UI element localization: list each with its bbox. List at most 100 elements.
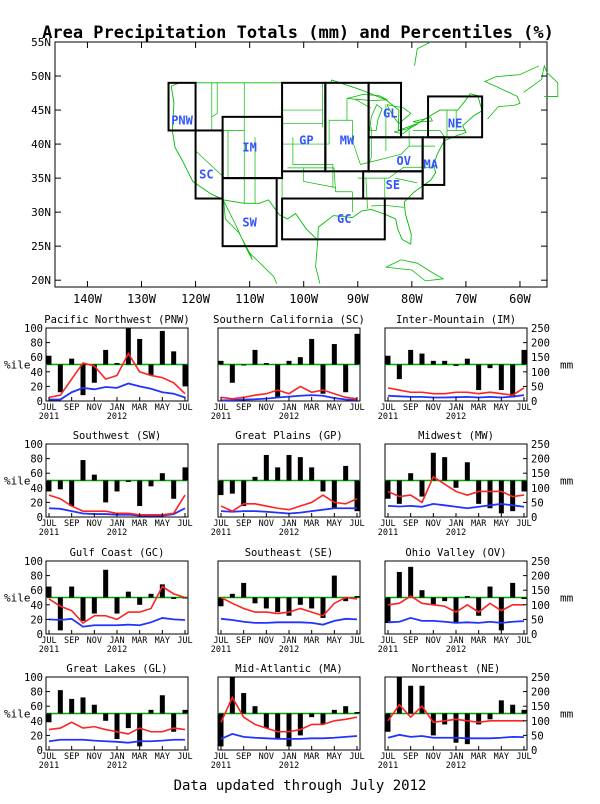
x-year-label: 2011 (211, 528, 231, 538)
x-tick-label: JUL (213, 636, 228, 646)
percentile-bar (148, 593, 154, 598)
y2-tick-label: 50 (531, 497, 544, 509)
hudson-bay-coast (414, 41, 431, 66)
x-year-label: 2011 (211, 412, 231, 422)
x-tick-label: JAN (448, 403, 463, 413)
panel-title: Pacific Northwest (PNW) (44, 314, 189, 326)
percentile-bar (275, 713, 281, 740)
x-tick-label: MAY (327, 519, 342, 529)
x-tick-label: SEP (236, 403, 251, 413)
percentile-bar (297, 357, 303, 365)
x-tick-label: SEP (403, 519, 418, 529)
x-tick-label: JAN (448, 636, 463, 646)
y2-tick-label: 50 (531, 614, 544, 626)
y2-tick-label: 200 (531, 338, 550, 350)
x-tick-label: JUL (349, 519, 364, 529)
lon-tick-label: 60W (509, 292, 531, 306)
y2-tick-label: 100 (531, 716, 550, 728)
state-border (357, 166, 435, 179)
x-tick-label: JUL (41, 519, 56, 529)
percentile-bar (297, 597, 303, 605)
x-year-label: 2012 (446, 645, 466, 655)
lon-tick-label: 90W (347, 292, 369, 306)
state-border (395, 177, 418, 184)
x-tick-label: MAY (155, 519, 170, 529)
x-tick-label: JAN (281, 752, 296, 762)
percentile-bar (46, 586, 52, 598)
percentile-bar (171, 713, 177, 732)
x-tick-label: NOV (426, 403, 441, 413)
percentile-bar (69, 698, 75, 714)
y-tick-label: 0 (37, 629, 43, 641)
x-year-label: 2012 (279, 761, 299, 771)
y-tick-label: 0 (37, 745, 43, 757)
y-tick-label: 80 (30, 454, 43, 466)
y-tick-label: 80 (30, 338, 43, 350)
x-tick-label: NOV (259, 636, 274, 646)
percentile-bar (442, 360, 448, 365)
y-tick-label: 100 (24, 556, 43, 568)
percentile-bar (430, 713, 436, 736)
percentile-bar (182, 709, 188, 714)
x-year-label: 2011 (211, 645, 231, 655)
percentile-bar (252, 349, 258, 365)
percentile-bar (148, 364, 154, 376)
lat-tick-label: 40N (31, 138, 51, 151)
x-tick-label: JUL (177, 752, 192, 762)
percentile-bar (241, 582, 247, 598)
percentile-bar (453, 480, 459, 488)
state-border (412, 130, 446, 138)
panel-title: Southwest (SW) (73, 430, 162, 442)
percentile-bar (182, 597, 188, 599)
percentile-bar (229, 593, 235, 598)
state-border (384, 204, 404, 208)
x-tick-label: JUL (380, 403, 395, 413)
lat-tick-label: 25N (31, 240, 51, 253)
x-tick-label: SEP (236, 752, 251, 762)
percentile-bar (498, 597, 504, 631)
percentile-bar (159, 584, 165, 598)
percentile-bar (396, 364, 402, 380)
x-tick-label: NOV (426, 752, 441, 762)
x-tick-label: MAY (327, 752, 342, 762)
percentile-bar (343, 706, 349, 714)
x-tick-label: JUL (41, 636, 56, 646)
panel-inter-mountain-im: Inter-Mountain (IM) 0 50 100 150 200 250 mm JUL S… (378, 314, 574, 422)
percentile-bar (241, 480, 247, 507)
percentile-bar (125, 591, 131, 598)
x-year-label: 2011 (378, 761, 398, 771)
y2-tick-label: 50 (531, 730, 544, 742)
x-tick-label: JAN (281, 636, 296, 646)
panel-pacific-northwest-pnw: Pacific Northwest (PNW) 0 20 40 60 80 100 %ile J… (4, 314, 193, 422)
percentile-bar (69, 358, 75, 365)
region-label-se: SE (386, 178, 400, 192)
percentile-bar (57, 364, 63, 393)
x-year-label: 2012 (446, 761, 466, 771)
x-tick-label: JAN (109, 636, 124, 646)
x-year-label: 2011 (39, 761, 59, 771)
y2-tick-label: 150 (531, 468, 550, 480)
percentile-bar (331, 344, 337, 365)
region-label-pnw: PNW (171, 113, 193, 127)
percentile-bar (125, 713, 131, 729)
percentile-bar (476, 597, 482, 616)
percentile-bar (57, 480, 63, 490)
x-tick-label: SEP (403, 403, 418, 413)
panel-southwest-sw: Southwest (SW) 0 20 40 60 80 100 %ile JUL SEP NOV J… (4, 430, 193, 538)
us-region-map: PNW SC IM SW GP MW GL NE OV MA SE GC 55N 50N 45N 40N 35N… (31, 36, 559, 306)
y-tick-label: 100 (24, 672, 43, 684)
maritime-coast (483, 65, 540, 120)
percentile-bar (320, 480, 326, 492)
state-border (211, 82, 218, 118)
percentile-bar (286, 713, 292, 747)
x-tick-label: MAR (132, 752, 148, 762)
precip-percentile-line (220, 695, 358, 733)
x-year-label: 2011 (39, 412, 59, 422)
y-tick-label: 20 (30, 497, 43, 509)
percentile-bar (69, 480, 75, 507)
x-year-label: 2012 (107, 412, 127, 422)
x-tick-label: JAN (448, 519, 463, 529)
lat-tick-label: 30N (31, 206, 51, 219)
percentile-bar (114, 597, 120, 614)
